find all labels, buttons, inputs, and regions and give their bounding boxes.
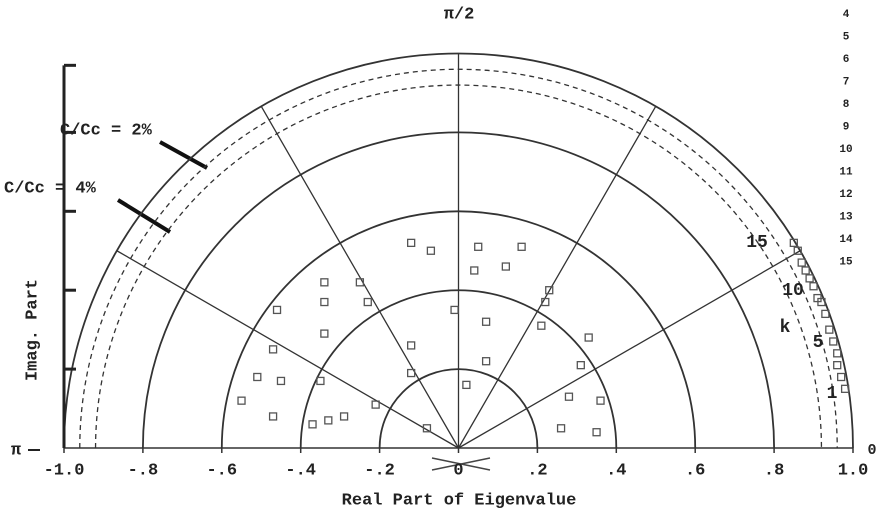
side-label: 11 [839, 166, 853, 178]
point [363, 297, 372, 307]
spoke [457, 106, 657, 449]
x-tick-label: -.8 [128, 461, 159, 480]
point [809, 282, 818, 291]
point [324, 416, 333, 425]
point [253, 372, 262, 382]
point [789, 238, 798, 248]
point [501, 262, 510, 271]
left-label: π [11, 441, 21, 460]
point [564, 392, 574, 401]
point [371, 400, 380, 409]
side-label: 14 [839, 234, 853, 246]
point [320, 329, 329, 338]
mode-label: 10 [782, 281, 804, 301]
point [339, 412, 349, 421]
x-tick-label: 1.0 [838, 461, 869, 480]
point [320, 278, 329, 287]
point [272, 305, 282, 315]
side-label: 13 [839, 211, 853, 223]
y-axis-label: Imag. Part [23, 279, 42, 381]
point [584, 333, 593, 342]
point [556, 424, 566, 433]
point [592, 428, 601, 437]
point [422, 424, 432, 433]
point [833, 349, 842, 358]
point [541, 297, 550, 307]
point [237, 396, 246, 405]
point [407, 238, 416, 248]
side-label: 5 [843, 31, 850, 43]
point [833, 361, 842, 370]
x-tick-label: -1.0 [44, 461, 85, 480]
origin-mark [431, 457, 491, 471]
point [797, 258, 806, 267]
mode-label: 5 [813, 333, 824, 353]
top-label: π/2 [444, 5, 475, 24]
point [801, 266, 810, 275]
point [320, 297, 329, 307]
point [576, 361, 585, 370]
point [596, 396, 605, 405]
point [268, 345, 278, 354]
point [268, 412, 278, 421]
mode-label: 15 [746, 233, 768, 253]
x-tick-label: 0 [453, 461, 463, 480]
x-tick-label: -.6 [206, 461, 237, 480]
point [825, 325, 834, 334]
point [545, 286, 554, 295]
point [840, 384, 850, 393]
point [276, 376, 286, 386]
spoke [116, 250, 459, 449]
point [829, 337, 838, 346]
point [517, 242, 526, 251]
annotation: C/Cc = 4% [4, 179, 97, 198]
point [821, 309, 830, 319]
point [450, 305, 459, 315]
side-label: 10 [839, 144, 852, 156]
point [793, 246, 802, 255]
annotation: C/Cc = 2% [60, 121, 153, 140]
point [805, 274, 814, 283]
side-label: 6 [843, 54, 850, 66]
side-label: 12 [839, 189, 852, 201]
point [407, 341, 416, 350]
side-label: 8 [843, 99, 850, 111]
point [481, 317, 491, 326]
point [355, 278, 365, 287]
spoke [260, 106, 460, 449]
side-label: 7 [843, 76, 850, 88]
spoke [458, 250, 801, 449]
point [817, 297, 826, 307]
point [407, 368, 416, 378]
point [316, 376, 325, 386]
side-label: 9 [843, 121, 850, 133]
side-label: 15 [839, 256, 853, 268]
leader-line [159, 140, 208, 170]
point [481, 357, 491, 366]
x-tick-label: .6 [685, 461, 705, 480]
x-tick-label: .8 [764, 461, 784, 480]
x-axis-label: Real Part of Eigenvalue [342, 491, 577, 510]
leader-line [116, 198, 172, 234]
point [470, 266, 479, 275]
point [474, 242, 483, 251]
x-tick-label: -.4 [285, 461, 316, 480]
point [837, 372, 846, 382]
point [462, 380, 471, 390]
point [426, 246, 436, 255]
point [537, 321, 546, 330]
corner-label: 0 [867, 442, 876, 459]
x-tick-label: .2 [527, 461, 547, 480]
point [308, 420, 317, 429]
mode-label: 1 [827, 384, 838, 404]
x-tick-label: -.2 [364, 461, 395, 480]
x-tick-label: .4 [606, 461, 626, 480]
mode-label: k [780, 318, 791, 338]
side-label: 4 [843, 9, 850, 21]
